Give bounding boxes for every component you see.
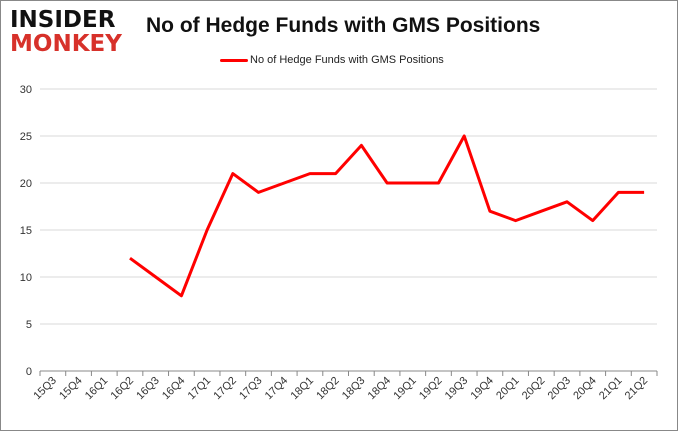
x-tick-label: 18Q3 <box>340 375 368 403</box>
insider-monkey-logo: INSIDER MONKEY <box>10 8 122 56</box>
x-tick-label: 18Q4 <box>366 375 394 403</box>
x-tick-label: 17Q2 <box>211 375 239 403</box>
x-tick-label: 16Q2 <box>109 375 137 403</box>
legend: No of Hedge Funds with GMS Positions <box>220 54 444 66</box>
x-tick-label: 20Q2 <box>520 375 548 403</box>
x-tick-label: 16Q1 <box>83 375 111 403</box>
x-tick-label: 16Q3 <box>134 375 162 403</box>
x-tick-label: 19Q3 <box>443 375 471 403</box>
x-tick-label: 16Q4 <box>160 375 188 403</box>
legend-label: No of Hedge Funds with GMS Positions <box>250 54 444 66</box>
y-tick-label: 15 <box>20 225 32 237</box>
y-tick-label: 30 <box>20 84 32 96</box>
x-tick-label: 18Q2 <box>314 375 342 403</box>
y-tick-label: 20 <box>20 178 32 190</box>
x-tick-label: 17Q1 <box>186 375 214 403</box>
x-tick-label: 17Q3 <box>237 375 265 403</box>
y-tick-label: 5 <box>26 319 32 331</box>
x-tick-label: 21Q2 <box>623 375 651 403</box>
x-tick-label: 19Q1 <box>391 375 419 403</box>
y-tick-label: 0 <box>26 366 32 378</box>
logo-line2: MONKEY <box>10 31 122 57</box>
x-tick-label: 20Q1 <box>494 375 522 403</box>
x-tick-label: 20Q4 <box>571 375 599 403</box>
x-tick-label: 15Q4 <box>57 375 85 403</box>
x-tick-label: 18Q1 <box>289 375 317 403</box>
series-line <box>129 134 645 298</box>
x-tick-label: 20Q3 <box>546 375 574 403</box>
legend-swatch <box>220 58 248 62</box>
y-tick-label: 10 <box>20 272 32 284</box>
x-tick-label: 21Q1 <box>597 375 625 403</box>
x-tick-label: 19Q2 <box>417 375 445 403</box>
logo-line1: INSIDER <box>10 7 116 33</box>
y-tick-label: 25 <box>20 131 32 143</box>
x-tick-label: 17Q4 <box>263 375 291 403</box>
x-tick-label: 15Q3 <box>31 375 59 403</box>
x-tick-label: 19Q4 <box>468 375 496 403</box>
chart-title: No of Hedge Funds with GMS Positions <box>146 14 541 37</box>
